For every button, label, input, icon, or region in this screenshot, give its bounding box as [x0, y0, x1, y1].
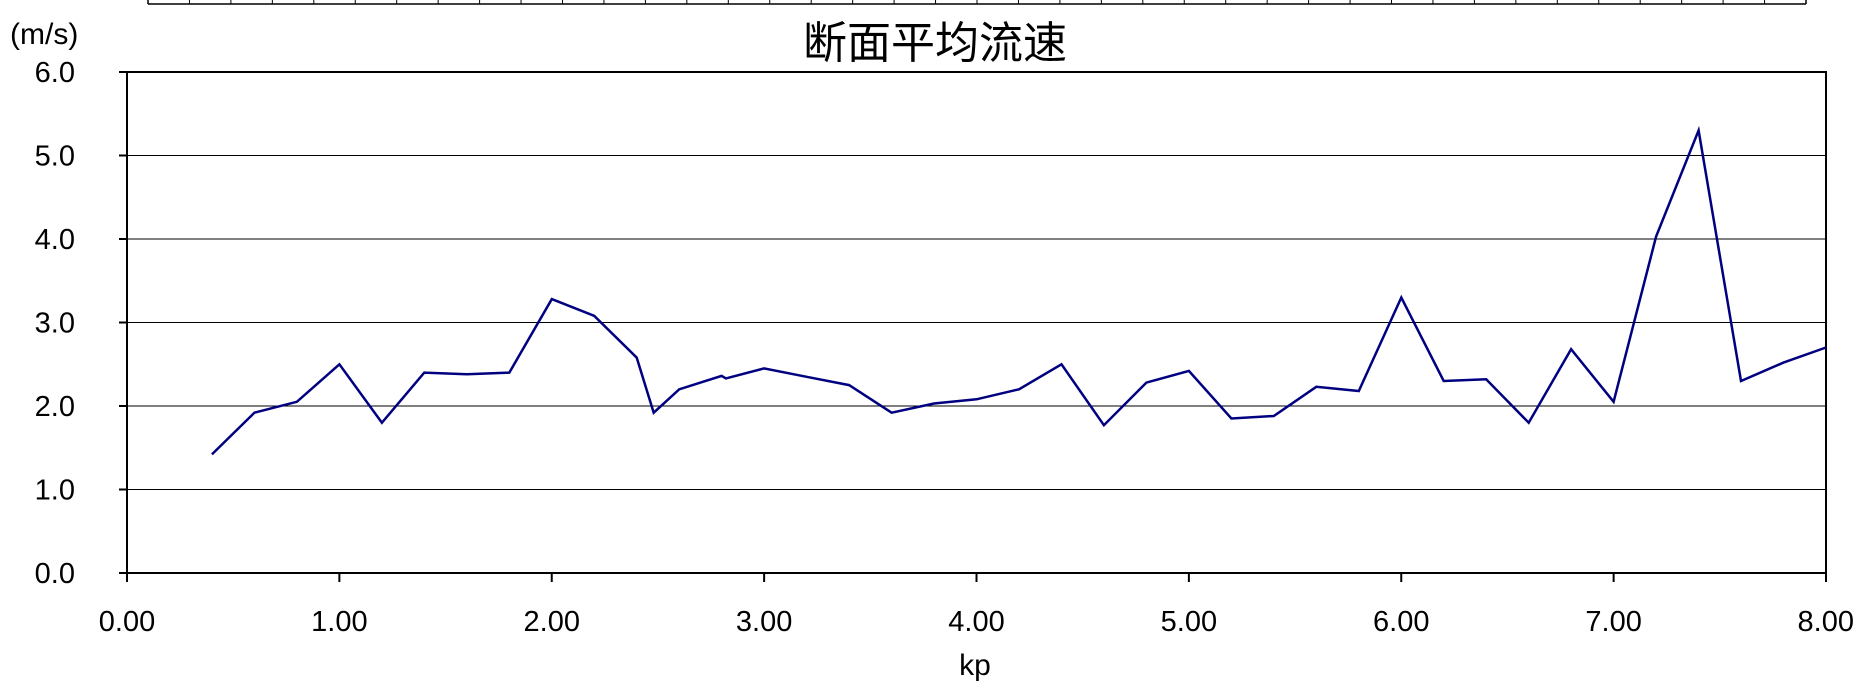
y-tick-label: 3.0: [35, 308, 75, 340]
y-tick-label: 4.0: [35, 224, 75, 256]
x-axis-label: kp: [959, 649, 991, 682]
x-tick-label: 6.00: [1373, 606, 1429, 638]
y-tick-label: 1.0: [35, 475, 75, 507]
chart-title: 断面平均流速: [803, 18, 1067, 69]
top-axis-strip: [147, 0, 1807, 5]
y-axis-label: (m/s): [10, 18, 78, 51]
x-tick-label: 2.00: [524, 606, 580, 638]
x-tick-label: 7.00: [1585, 606, 1641, 638]
series-line: [211, 125, 1827, 456]
y-tick-label: 0.0: [35, 558, 75, 590]
x-tick-label: 3.00: [736, 606, 792, 638]
x-axis-ticks: 0.00 1.00 2.00 3.00 4.00 5.00 6.00 7.00 8.00: [99, 573, 1854, 638]
y-axis-ticks: 0.0 1.0 2.0 3.0 4.0 5.0 6.0: [35, 57, 127, 590]
y-tick-label: 2.0: [35, 391, 75, 423]
grid-lines: [127, 155, 1826, 490]
x-tick-label: 5.00: [1161, 606, 1217, 638]
x-tick-label: 8.00: [1798, 606, 1854, 638]
y-tick-label: 5.0: [35, 141, 75, 173]
x-tick-label: 0.00: [99, 606, 155, 638]
y-tick-label: 6.0: [35, 57, 75, 89]
x-tick-label: 1.00: [311, 606, 367, 638]
x-tick-label: 4.00: [948, 606, 1004, 638]
